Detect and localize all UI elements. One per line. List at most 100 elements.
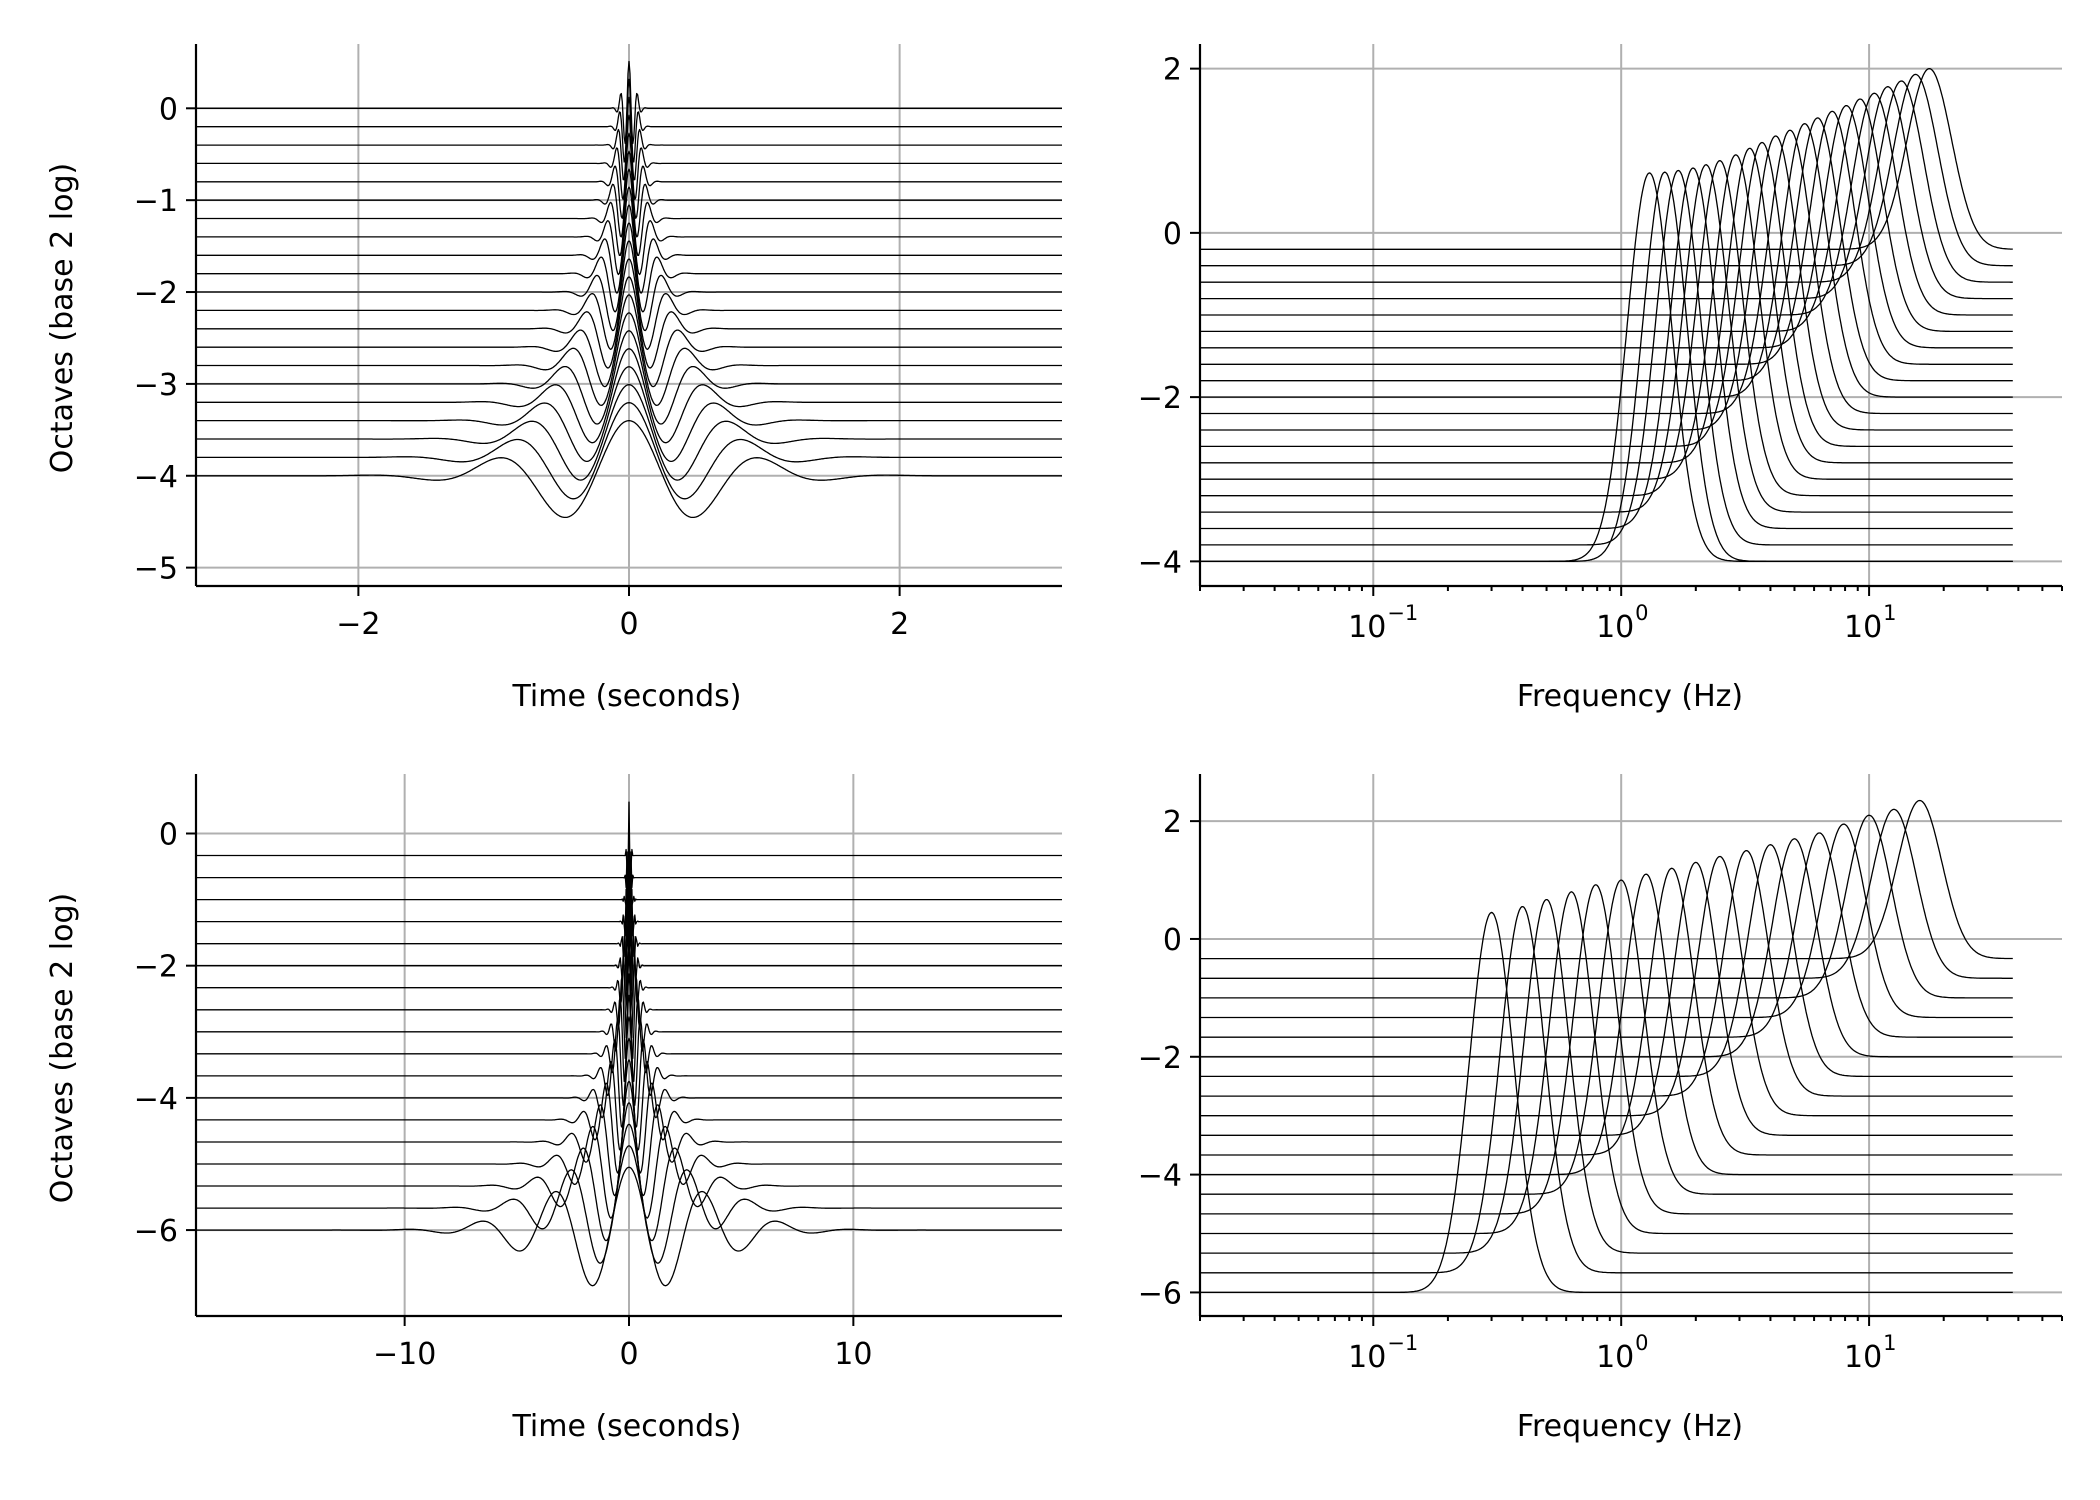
response-series-11 — [1200, 873, 2013, 1176]
response-series-1 — [1200, 73, 2013, 267]
response-series-4 — [1200, 92, 2013, 316]
x-tick-label: 10 — [1348, 1340, 1386, 1375]
wavelet-series-15 — [196, 1123, 1062, 1242]
response-series-16 — [1200, 164, 2013, 513]
y-tick-label: 0 — [159, 92, 178, 127]
response-series-18 — [1200, 169, 2013, 546]
response-series-3 — [1200, 823, 2013, 1019]
wavelet-series-3 — [196, 114, 1062, 201]
x-tick-exponent: −1 — [1387, 601, 1418, 625]
response-series-6 — [1200, 104, 2013, 349]
y-tick-label: −6 — [1138, 1276, 1182, 1311]
x-tick-label: 0 — [619, 1337, 638, 1372]
response-series-7 — [1200, 110, 2013, 365]
panel-bottom-right-frequency-response: 20−2−4−610 −1 10 0 10 1 Frequency (Hz) — [1138, 774, 2063, 1444]
wavelet-traces — [196, 60, 1062, 519]
response-series-10 — [1200, 867, 2013, 1156]
x-axis-label: Frequency (Hz) — [1517, 679, 1743, 714]
response-series-0 — [1200, 799, 2013, 960]
response-series-20 — [1200, 172, 2013, 563]
axis-ticks: 20−2−410 −1 10 0 10 1 — [1138, 53, 2063, 645]
response-series-5 — [1200, 98, 2013, 333]
y-tick-label: 0 — [159, 817, 178, 852]
x-tick-exponent: 1 — [1883, 1331, 1896, 1355]
x-tick-label: 10 — [1596, 1340, 1634, 1375]
wavelet-series-2 — [196, 844, 1062, 946]
response-traces — [1200, 799, 2013, 1294]
x-tick-exponent: −1 — [1387, 1331, 1418, 1355]
wavelet-series-3 — [196, 865, 1062, 951]
response-series-11 — [1200, 135, 2013, 431]
wavelet-series-0 — [196, 801, 1062, 873]
x-tick-label: 0 — [619, 607, 638, 642]
response-series-1 — [1200, 808, 2013, 979]
y-tick-label: −1 — [134, 184, 178, 219]
y-tick-label: 2 — [1163, 53, 1182, 88]
response-series-15 — [1200, 898, 2013, 1254]
x-tick-label: 10 — [1844, 610, 1882, 645]
x-axis-label: Frequency (Hz) — [1517, 1409, 1743, 1444]
x-tick-exponent: 1 — [1883, 601, 1896, 625]
wavelet-series-12 — [196, 276, 1062, 369]
panel-bottom-left-time-wavelets: 0 −2 −4 −6 −10 0 10 Time (seconds) Octaves (ba… — [45, 774, 1062, 1444]
wavelet-series-4 — [196, 887, 1062, 992]
wavelet-series-5 — [196, 908, 1062, 1013]
y-tick-label: −4 — [134, 460, 178, 495]
x-tick-label: −2 — [336, 607, 380, 642]
y-tick-label: −5 — [134, 552, 178, 587]
wavelet-series-19 — [196, 402, 1062, 500]
x-tick-label: −10 — [373, 1337, 436, 1372]
y-tick-label: 2 — [1163, 805, 1182, 840]
wavelet-series-14 — [196, 312, 1062, 406]
response-series-9 — [1200, 123, 2013, 398]
axis-spines — [1198, 774, 2062, 1318]
response-series-0 — [1200, 67, 2013, 250]
response-series-12 — [1200, 141, 2013, 448]
wavelet-series-7 — [196, 951, 1062, 1059]
axis-ticks: 0 −1 −2 −3 −4 −5 −2 0 2 — [134, 92, 909, 642]
wavelet-series-9 — [196, 222, 1062, 313]
y-tick-label: −2 — [134, 276, 178, 311]
wavelet-series-17 — [196, 1166, 1062, 1287]
x-tick-label: 10 — [834, 1337, 872, 1372]
grid-lines — [1200, 774, 2062, 1316]
wavelet-series-10 — [196, 240, 1062, 332]
y-tick-label: −4 — [1138, 1159, 1182, 1194]
wavelet-series-6 — [196, 168, 1062, 257]
x-tick-exponent: 0 — [1635, 601, 1648, 625]
axis-spines — [1198, 44, 2062, 588]
wavelet-series-13 — [196, 1080, 1062, 1197]
wavelet-series-16 — [196, 1145, 1062, 1264]
wavelet-series-5 — [196, 150, 1062, 238]
response-series-2 — [1200, 80, 2013, 283]
response-series-13 — [1200, 884, 2013, 1215]
response-series-10 — [1200, 129, 2013, 415]
y-tick-label: −4 — [134, 1082, 178, 1117]
y-tick-label: 0 — [1163, 217, 1182, 252]
wavelet-series-4 — [196, 132, 1062, 219]
x-tick-label: 2 — [890, 607, 909, 642]
response-series-14 — [1200, 154, 2013, 480]
wavelet-series-15 — [196, 330, 1062, 425]
response-series-13 — [1200, 147, 2013, 464]
y-tick-label: −2 — [1138, 381, 1182, 416]
response-series-9 — [1200, 861, 2013, 1136]
response-series-8 — [1200, 117, 2013, 382]
x-tick-label: 10 — [1348, 610, 1386, 645]
wavelet-series-16 — [196, 348, 1062, 444]
x-tick-label: 10 — [1596, 610, 1634, 645]
x-axis-label: Time (seconds) — [512, 679, 742, 714]
wavelet-series-8 — [196, 204, 1062, 294]
wavelet-series-13 — [196, 294, 1062, 388]
response-series-12 — [1200, 879, 2013, 1195]
wavelet-series-11 — [196, 1037, 1062, 1151]
response-series-7 — [1200, 849, 2013, 1097]
y-tick-label: −3 — [134, 368, 178, 403]
axis-ticks: 20−2−4−610 −1 10 0 10 1 — [1138, 805, 2063, 1375]
wavelet-series-9 — [196, 994, 1062, 1106]
axis-ticks: 0 −2 −4 −6 −10 0 10 — [134, 817, 873, 1372]
wavelet-series-7 — [196, 186, 1062, 276]
wavelet-series-17 — [196, 366, 1062, 463]
panel-top-right-frequency-response: 20−2−410 −1 10 0 10 1 Frequency (Hz) — [1138, 44, 2063, 714]
response-series-17 — [1200, 167, 2013, 530]
